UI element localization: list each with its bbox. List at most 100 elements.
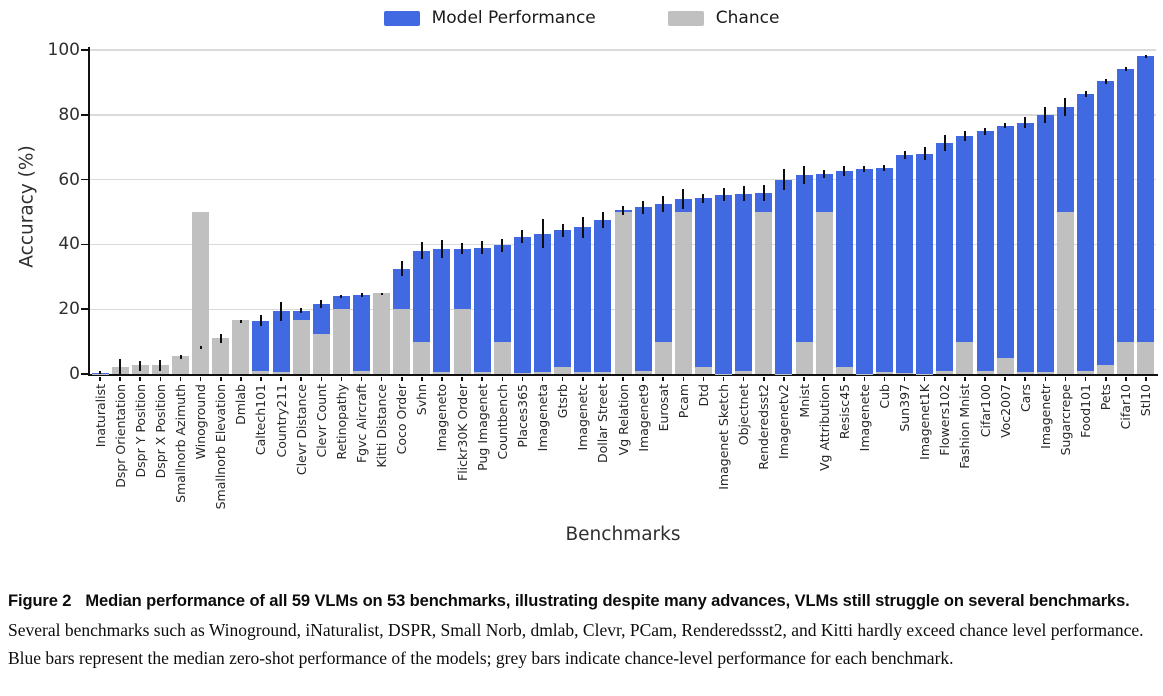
x-category-label: Renderedsst2 — [756, 384, 772, 470]
x-category-label: Dtd — [695, 384, 711, 407]
x-tick-mark — [602, 377, 604, 381]
chance-bar — [353, 370, 371, 374]
x-category-label: Cifar10 — [1118, 384, 1134, 430]
x-tick-mark — [320, 377, 323, 381]
x-category-label: Stl10 — [1138, 384, 1154, 417]
plot-area — [90, 49, 1156, 374]
x-tick-mark — [199, 377, 202, 381]
chance-bar — [614, 212, 632, 374]
x-category-label: Dspr Y Position — [132, 384, 148, 478]
chance-bar — [875, 372, 893, 374]
x-category-label: Clevr Count — [313, 384, 329, 458]
error-bar — [803, 165, 806, 184]
chance-bar — [433, 372, 451, 374]
chance-bar — [835, 366, 853, 374]
x-category-label: Country211 — [273, 384, 289, 458]
error-bar — [1044, 106, 1047, 123]
model-performance-bar — [735, 193, 753, 374]
chance-bar — [755, 212, 773, 374]
chance-bar — [1077, 370, 1095, 374]
x-category-label: Smallnorb Elevation — [213, 384, 229, 510]
figure-caption: Figure 2 Median performance of all 59 VLM… — [8, 586, 1156, 673]
model-performance-bar — [916, 153, 934, 374]
y-tick-label: 40 — [58, 234, 80, 255]
model-performance-bar — [1036, 114, 1054, 374]
x-tick-mark — [99, 377, 101, 381]
model-performance-bar — [252, 320, 270, 374]
x-tick-mark — [139, 377, 142, 381]
chance-bar — [292, 319, 310, 374]
error-bar — [219, 333, 222, 344]
x-tick-mark — [360, 377, 363, 381]
x-tick-mark — [421, 377, 423, 381]
error-bar — [259, 314, 262, 327]
model-performance-bar — [976, 131, 994, 374]
y-tick-mark — [81, 243, 88, 246]
legend-label-model-performance: Model Performance — [431, 8, 596, 28]
x-tick-mark — [240, 377, 242, 381]
x-tick-mark — [380, 377, 383, 381]
chance-bar — [1056, 212, 1074, 374]
model-performance-bar — [594, 219, 612, 374]
chance-bar — [1036, 372, 1054, 374]
chance-bar — [594, 371, 612, 374]
error-bar — [581, 216, 584, 238]
x-tick-mark — [742, 377, 745, 381]
chance-bar — [1117, 341, 1135, 374]
model-performance-bar — [855, 168, 873, 374]
chance-bar — [936, 370, 954, 374]
x-tick-mark — [159, 377, 162, 381]
x-category-label: Mnist — [796, 384, 812, 418]
model-performance-bar — [554, 230, 572, 374]
x-tick-mark — [561, 377, 564, 381]
model-performance-bar — [534, 233, 552, 374]
chance-bar — [795, 341, 813, 374]
x-category-label: Kitti Distance — [374, 384, 390, 468]
y-tick-mark — [81, 308, 88, 311]
x-category-label: Inaturalist — [92, 384, 108, 448]
x-tick-mark — [1084, 377, 1087, 381]
chance-bar — [534, 372, 552, 374]
error-bar — [300, 308, 303, 314]
error-bar — [1024, 116, 1027, 129]
x-tick-mark — [300, 377, 302, 381]
x-tick-mark — [964, 377, 966, 381]
model-performance-bar — [896, 154, 914, 374]
x-tick-mark — [481, 377, 483, 381]
x-tick-mark — [521, 377, 524, 381]
error-bar — [199, 345, 202, 350]
caption-bold-text: Median performance of all 59 VLMs on 53 … — [85, 592, 1130, 610]
model-performance-bar — [715, 194, 733, 374]
chance-bar — [1137, 341, 1155, 374]
chance-bar — [513, 373, 531, 374]
x-category-label: Cars — [1017, 384, 1033, 413]
x-tick-mark — [863, 377, 866, 381]
x-category-label: Caltech101 — [253, 384, 269, 456]
y-tick-label: 0 — [69, 364, 80, 384]
legend-item-model-performance: Model Performance — [383, 8, 596, 28]
x-tick-mark — [340, 377, 343, 381]
error-bar — [622, 205, 624, 216]
error-bar — [883, 165, 886, 171]
chance-bar — [956, 341, 974, 374]
y-tick-mark — [81, 373, 88, 375]
model-performance-bar — [956, 135, 974, 374]
x-category-label: Objectnet — [736, 384, 752, 446]
x-category-label: Imagenetv2 — [776, 384, 792, 460]
x-tick-mark — [903, 377, 906, 381]
model-performance-bar — [574, 227, 592, 374]
gridline — [90, 114, 1156, 116]
error-bar — [863, 166, 866, 172]
x-category-label: Fashion Mnist — [957, 384, 973, 469]
x-category-label: Flickr30K Order — [454, 384, 470, 481]
x-category-label: Imagenet9 — [635, 384, 651, 452]
x-tick-mark — [1064, 377, 1067, 381]
error-bar — [903, 150, 906, 159]
x-category-label: Clevr Distance — [293, 384, 309, 476]
error-bar — [762, 184, 765, 201]
error-bar — [541, 219, 544, 249]
x-category-label: Vg Relation — [615, 384, 631, 456]
model-performance-bar — [272, 311, 290, 374]
chance-bar — [1097, 365, 1115, 374]
